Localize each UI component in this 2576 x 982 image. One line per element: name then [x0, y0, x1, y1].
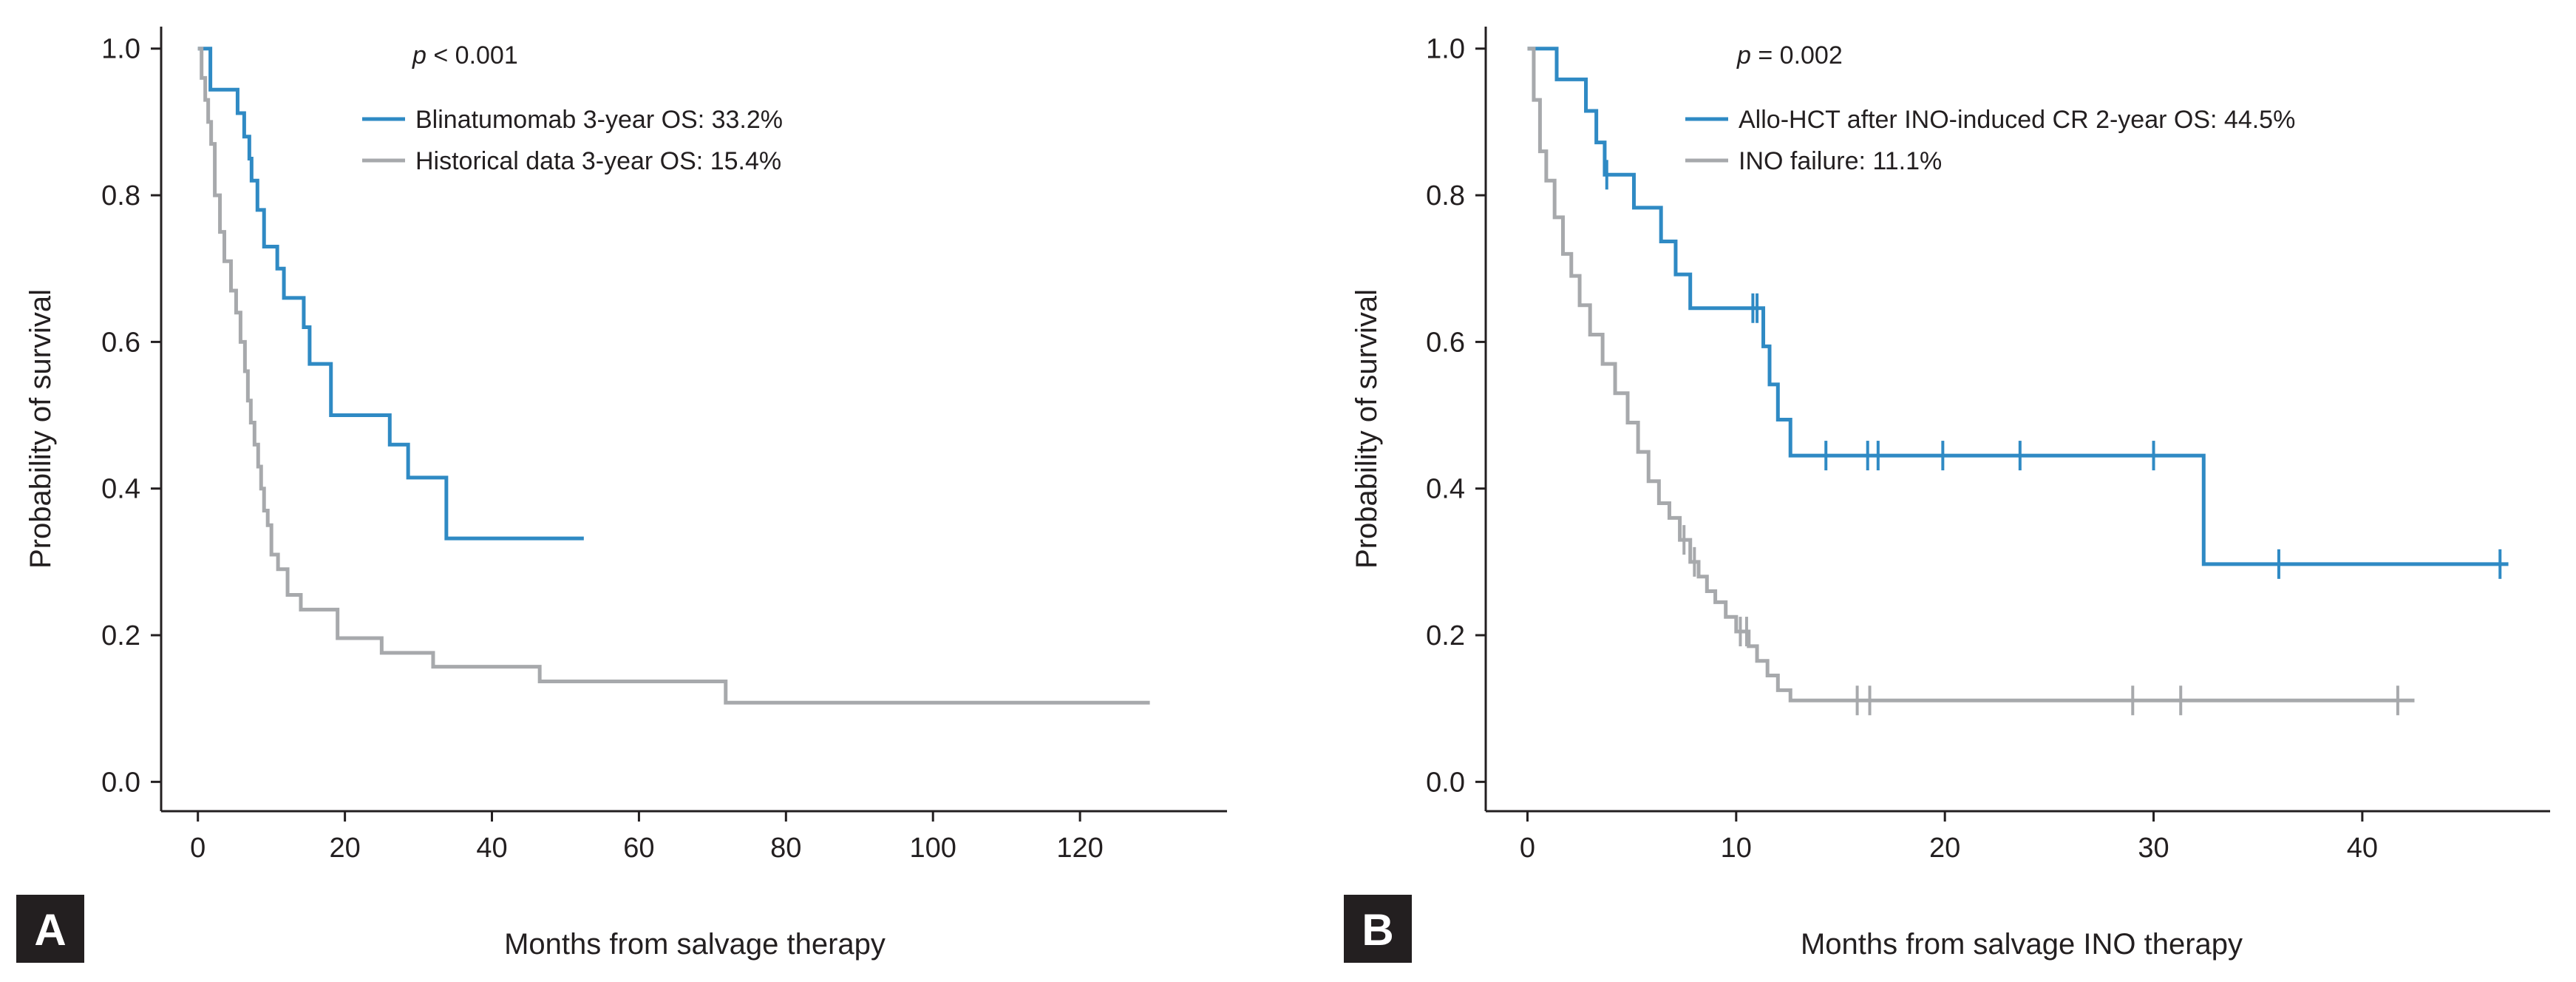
panel-a-x-tick-label: 40 — [476, 833, 507, 864]
panel-a-legend: Blinatumomab 3-year OS: 33.2% Historical … — [362, 106, 783, 175]
panel-a-y-tick-label: 0.2 — [101, 620, 140, 651]
panel-b-legend-label-2: INO failure: 11.1% — [1739, 147, 1942, 175]
panel-a-letter-badge — [16, 895, 84, 963]
panel-a-series-2-line — [197, 47, 1150, 705]
panel-b-x-tick-label: 30 — [2138, 833, 2169, 864]
panel-b-y-axis-title: Probability of survival — [1350, 289, 1383, 569]
panel-b-p-symbol: p — [1736, 41, 1751, 70]
panel-a-p-text: < 0.001 — [426, 41, 518, 70]
panel-a-p-symbol: p — [412, 41, 426, 70]
panel-a-chart: 0.0 0.2 0.4 0.6 0.8 1.0 0 20 40 60 80 100 120 Blinat… — [16, 27, 1227, 963]
panel-b-series-2-line — [1527, 47, 2415, 702]
panel-a-series — [197, 47, 1150, 705]
panel-b-legend: Allo-HCT after INO-induced CR 2-year OS:… — [1685, 106, 2295, 175]
panel-b-p-text: = 0.002 — [1751, 41, 1843, 70]
panel-a-x-tick-label: 60 — [623, 833, 654, 864]
panel-b-letter-badge — [1344, 895, 1412, 963]
panel-a-legend-label-2: Historical data 3-year OS: 15.4% — [415, 147, 781, 175]
panel-a-y-axis-title: Probability of survival — [24, 289, 57, 569]
panel-b-p-value: p = 0.002 — [1736, 41, 1843, 70]
panel-b-y-tick-label: 0.4 — [1426, 474, 1465, 505]
panel-b-y-tick-label: 0.0 — [1426, 767, 1465, 798]
panel-a-series-1-line — [197, 47, 584, 541]
panel-a-y-tick-label: 0.8 — [101, 180, 140, 211]
panel-b-series — [1527, 47, 2509, 716]
panel-b-letter: B — [1362, 905, 1393, 955]
panel-b-x-tick-label: 40 — [2347, 833, 2378, 864]
panel-b-series-1-line — [1527, 47, 2509, 566]
panel-b-chart: 0.0 0.2 0.4 0.6 0.8 1.0 0 10 20 30 40 Allo-HCT aft… — [1344, 27, 2550, 963]
panel-b-y-tick-label: 0.2 — [1426, 620, 1465, 651]
panel-b-y-tick-label: 0.8 — [1426, 180, 1465, 211]
panel-a-x-tick-label: 0 — [190, 833, 205, 864]
panel-a-axes: 0.0 0.2 0.4 0.6 0.8 1.0 0 20 40 60 80 100 120 — [101, 27, 1227, 864]
panel-b-legend-label-1: Allo-HCT after INO-induced CR 2-year OS:… — [1739, 106, 2295, 134]
panel-a-y-tick-label: 1.0 — [101, 34, 140, 65]
panel-a-legend-label-1: Blinatumomab 3-year OS: 33.2% — [415, 106, 783, 134]
panel-b-x-axis-title: Months from salvage INO therapy — [1801, 928, 2243, 961]
panel-a-letter: A — [34, 905, 66, 955]
panel-b-axes: 0.0 0.2 0.4 0.6 0.8 1.0 0 10 20 30 40 — [1426, 27, 2550, 864]
panel-b-x-tick-label: 20 — [1929, 833, 1960, 864]
panel-a-y-tick-label: 0.6 — [101, 327, 140, 358]
panel-a-x-axis-title: Months from salvage therapy — [504, 928, 886, 961]
panel-a-x-tick-label: 20 — [329, 833, 360, 864]
panel-a-x-tick-label: 120 — [1056, 833, 1103, 864]
panel-a-x-tick-label: 100 — [910, 833, 956, 864]
panel-a-p-value: p < 0.001 — [412, 41, 518, 70]
panel-a-y-tick-label: 0.4 — [101, 474, 140, 505]
panel-a-x-tick-label: 80 — [770, 833, 801, 864]
panel-b-y-tick-label: 1.0 — [1426, 34, 1465, 65]
panel-a-y-tick-label: 0.0 — [101, 767, 140, 798]
panel-b-y-tick-label: 0.6 — [1426, 327, 1465, 358]
panel-b-x-tick-label: 10 — [1721, 833, 1752, 864]
panel-b-x-tick-label: 0 — [1520, 833, 1535, 864]
